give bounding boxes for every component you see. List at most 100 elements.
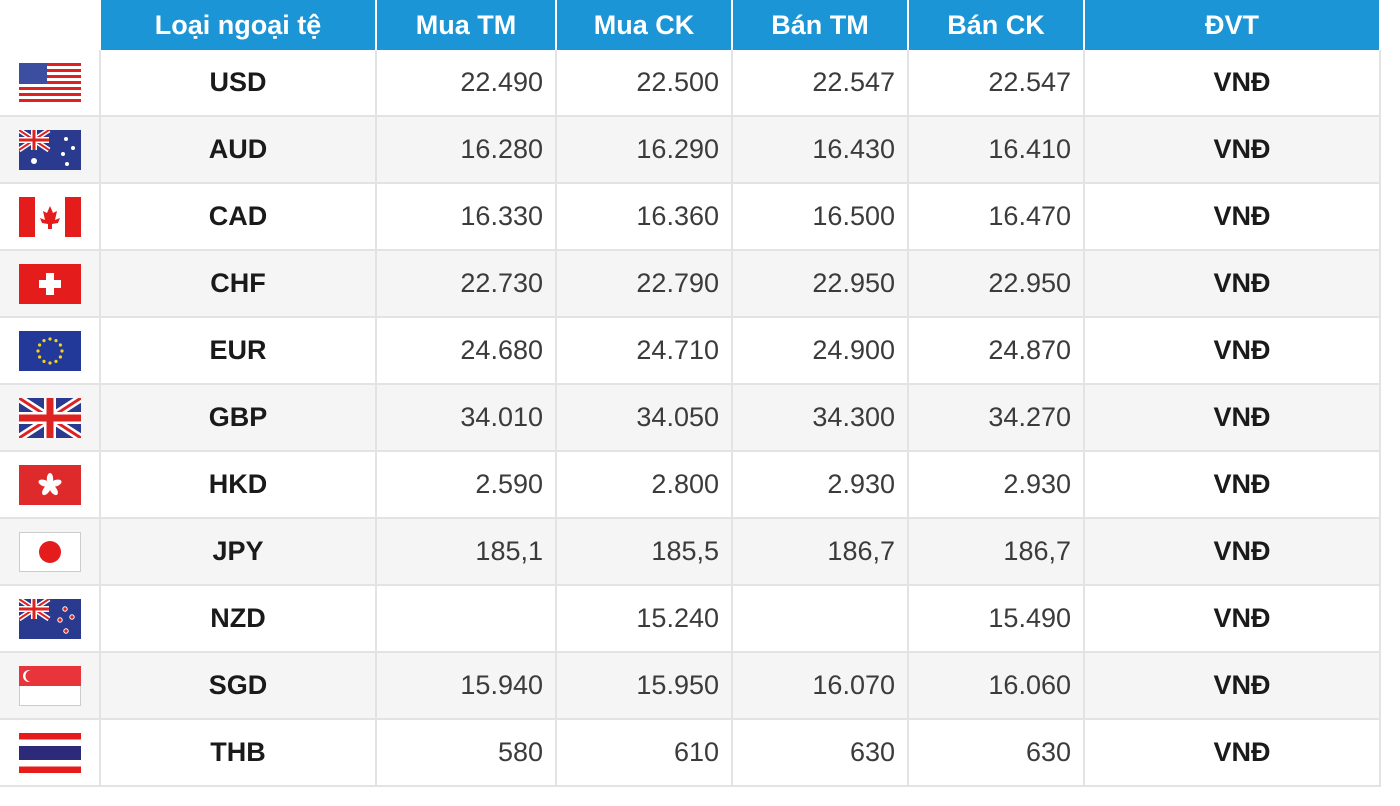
au-flag-icon — [18, 129, 81, 170]
buy-cash-rate: 580 — [376, 719, 557, 787]
sell-transfer-rate: 15.490 — [908, 585, 1085, 653]
currency-code: SGD — [100, 652, 377, 720]
unit-label: VNĐ — [1084, 116, 1381, 184]
buy-transfer-rate: 16.290 — [556, 116, 733, 184]
unit-label: VNĐ — [1084, 183, 1381, 251]
table-row: NZD 15.240 15.490 VNĐ — [0, 585, 1381, 653]
buy-transfer-rate: 185,5 — [556, 518, 733, 586]
flag-cell — [0, 652, 101, 720]
table-row: USD 22.490 22.500 22.547 22.547 VNĐ — [0, 50, 1381, 117]
sell-cash-rate: 24.900 — [732, 317, 909, 385]
flag-cell — [0, 518, 101, 586]
ch-flag-icon — [18, 263, 81, 304]
nz-flag-icon — [18, 598, 81, 639]
buy-cash-rate: 16.330 — [376, 183, 557, 251]
sell-transfer-column-header: Bán CK — [908, 0, 1085, 50]
sell-cash-rate: 186,7 — [732, 518, 909, 586]
sell-transfer-rate: 34.270 — [908, 384, 1085, 452]
unit-label: VNĐ — [1084, 50, 1381, 117]
sell-cash-rate: 16.430 — [732, 116, 909, 184]
unit-label: VNĐ — [1084, 652, 1381, 720]
table-row: SGD 15.940 15.950 16.070 16.060 VNĐ — [0, 652, 1381, 720]
sell-cash-rate: 34.300 — [732, 384, 909, 452]
buy-transfer-rate: 610 — [556, 719, 733, 787]
table-row: JPY 185,1 185,5 186,7 186,7 VNĐ — [0, 518, 1381, 586]
flag-column-header — [0, 0, 101, 50]
th-flag-icon — [18, 732, 81, 773]
jp-flag-icon — [18, 531, 81, 572]
sell-cash-rate: 22.950 — [732, 250, 909, 318]
sg-flag-icon — [18, 665, 81, 706]
unit-column-header: ĐVT — [1084, 0, 1381, 50]
flag-cell — [0, 250, 101, 318]
eu-flag-icon — [18, 330, 81, 371]
us-flag-icon — [18, 62, 81, 103]
sell-transfer-rate: 2.930 — [908, 451, 1085, 519]
sell-cash-rate: 630 — [732, 719, 909, 787]
table-row: AUD 16.280 16.290 16.430 16.410 VNĐ — [0, 116, 1381, 184]
unit-label: VNĐ — [1084, 518, 1381, 586]
sell-transfer-rate: 24.870 — [908, 317, 1085, 385]
table-row: HKD 2.590 2.800 2.930 2.930 VNĐ — [0, 451, 1381, 519]
buy-cash-rate: 22.730 — [376, 250, 557, 318]
buy-transfer-rate: 2.800 — [556, 451, 733, 519]
flag-cell — [0, 585, 101, 653]
flag-cell — [0, 719, 101, 787]
buy-cash-rate: 16.280 — [376, 116, 557, 184]
sell-transfer-rate: 16.410 — [908, 116, 1085, 184]
buy-cash-column-header: Mua TM — [376, 0, 557, 50]
sell-transfer-rate: 16.470 — [908, 183, 1085, 251]
buy-transfer-rate: 15.240 — [556, 585, 733, 653]
currency-code: NZD — [100, 585, 377, 653]
sell-cash-rate — [732, 585, 909, 653]
currency-code: HKD — [100, 451, 377, 519]
flag-cell — [0, 116, 101, 184]
flag-cell — [0, 451, 101, 519]
currency-column-header: Loại ngoại tệ — [100, 0, 377, 50]
buy-transfer-rate: 16.360 — [556, 183, 733, 251]
unit-label: VNĐ — [1084, 451, 1381, 519]
buy-transfer-rate: 15.950 — [556, 652, 733, 720]
currency-code: EUR — [100, 317, 377, 385]
sell-cash-rate: 22.547 — [732, 50, 909, 117]
buy-cash-rate: 185,1 — [376, 518, 557, 586]
currency-code: AUD — [100, 116, 377, 184]
flag-cell — [0, 50, 101, 117]
table-header-row: Loại ngoại tệ Mua TM Mua CK Bán TM Bán C… — [0, 0, 1381, 50]
buy-cash-rate: 22.490 — [376, 50, 557, 117]
buy-transfer-rate: 34.050 — [556, 384, 733, 452]
unit-label: VNĐ — [1084, 250, 1381, 318]
buy-cash-rate: 24.680 — [376, 317, 557, 385]
table-row: THB 580 610 630 630 VNĐ — [0, 719, 1381, 787]
buy-transfer-rate: 22.790 — [556, 250, 733, 318]
unit-label: VNĐ — [1084, 719, 1381, 787]
exchange-rate-table: Loại ngoại tệ Mua TM Mua CK Bán TM Bán C… — [0, 0, 1381, 787]
flag-cell — [0, 317, 101, 385]
sell-cash-rate: 2.930 — [732, 451, 909, 519]
buy-cash-rate: 2.590 — [376, 451, 557, 519]
currency-code: JPY — [100, 518, 377, 586]
sell-transfer-rate: 630 — [908, 719, 1085, 787]
buy-transfer-rate: 22.500 — [556, 50, 733, 117]
sell-transfer-rate: 186,7 — [908, 518, 1085, 586]
currency-code: CAD — [100, 183, 377, 251]
sell-transfer-rate: 22.950 — [908, 250, 1085, 318]
table-row: CHF 22.730 22.790 22.950 22.950 VNĐ — [0, 250, 1381, 318]
table-row: EUR 24.680 24.710 24.900 24.870 VNĐ — [0, 317, 1381, 385]
buy-cash-rate — [376, 585, 557, 653]
sell-transfer-rate: 22.547 — [908, 50, 1085, 117]
buy-transfer-column-header: Mua CK — [556, 0, 733, 50]
sell-cash-rate: 16.500 — [732, 183, 909, 251]
ca-flag-icon — [18, 196, 81, 237]
buy-transfer-rate: 24.710 — [556, 317, 733, 385]
table-row: CAD 16.330 16.360 16.500 16.470 VNĐ — [0, 183, 1381, 251]
sell-cash-rate: 16.070 — [732, 652, 909, 720]
flag-cell — [0, 384, 101, 452]
buy-cash-rate: 34.010 — [376, 384, 557, 452]
hk-flag-icon — [18, 464, 81, 505]
table-row: GBP 34.010 34.050 34.300 34.270 VNĐ — [0, 384, 1381, 452]
gb-flag-icon — [18, 397, 81, 438]
currency-code: GBP — [100, 384, 377, 452]
sell-transfer-rate: 16.060 — [908, 652, 1085, 720]
currency-code: USD — [100, 50, 377, 117]
